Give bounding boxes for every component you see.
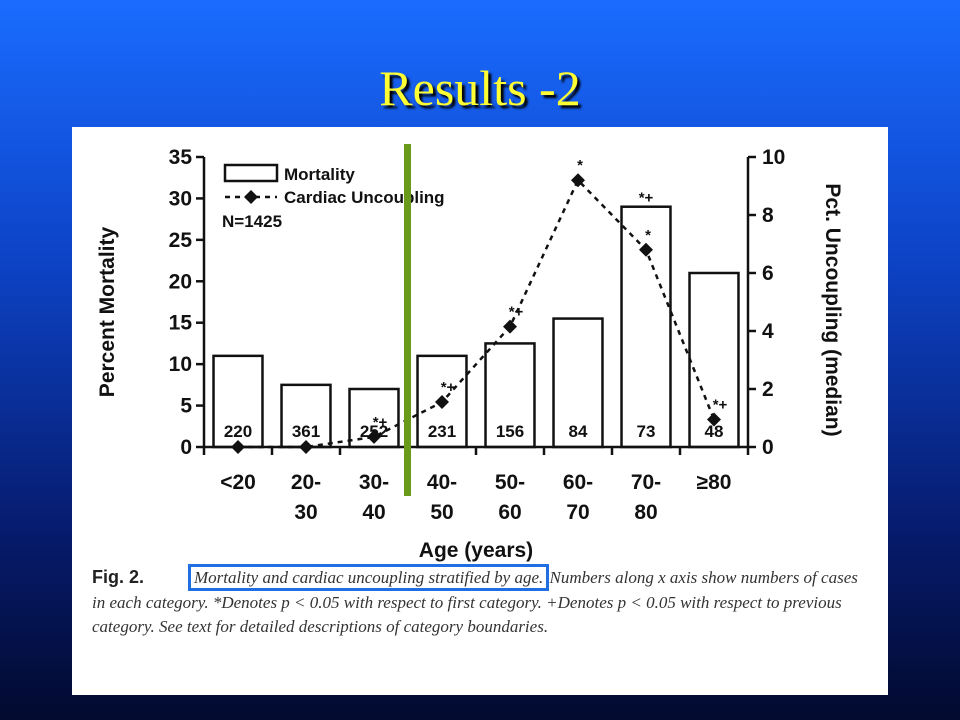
case-count-label: 361 bbox=[292, 422, 320, 441]
x-tick-label-line: 60- bbox=[563, 471, 593, 494]
y-left-tick-label: 35 bbox=[169, 146, 193, 169]
mortality-bar bbox=[552, 317, 604, 449]
uncoupling-point bbox=[639, 242, 653, 257]
x-tick-label-line: 20- bbox=[291, 471, 321, 494]
slide-title: Results -2 bbox=[379, 60, 581, 116]
legend-line-label: Cardiac Uncoupling bbox=[284, 188, 445, 207]
uncoupling-point bbox=[367, 429, 381, 444]
case-count-label: 231 bbox=[428, 422, 456, 441]
uncoupling-point bbox=[231, 440, 245, 454]
x-tick-label: 30-40 bbox=[359, 471, 389, 524]
y-left-tick-label: 30 bbox=[169, 187, 192, 210]
bar-significance-label: *+ bbox=[639, 190, 654, 207]
y-axis-right-title: Pct. Uncoupling (median) bbox=[821, 183, 844, 436]
x-tick-label-line: 70 bbox=[566, 501, 589, 524]
case-count-label: 156 bbox=[496, 422, 524, 441]
y-right-tick-label: 8 bbox=[762, 204, 774, 227]
x-tick-label-line: 60 bbox=[498, 501, 521, 524]
x-tick-label-line: 50 bbox=[430, 501, 453, 524]
uncoupling-point bbox=[571, 173, 585, 188]
uncoupling-significance-label: *+ bbox=[509, 304, 524, 321]
y-left-tick-label: 5 bbox=[180, 395, 192, 418]
y-left-tick-label: 0 bbox=[180, 436, 192, 459]
x-tick-label: ≥80 bbox=[697, 471, 732, 494]
x-tick-label-line: 30 bbox=[294, 501, 317, 524]
x-tick-label-line: 40 bbox=[362, 501, 385, 524]
uncoupling-line-group bbox=[231, 173, 721, 454]
case-count-label: 220 bbox=[224, 422, 252, 441]
bars-group bbox=[212, 205, 740, 449]
legend-bar-swatch bbox=[223, 163, 279, 183]
uncoupling-point bbox=[435, 395, 449, 410]
case-count-label: 84 bbox=[569, 422, 588, 441]
x-tick-label-line: 70- bbox=[631, 471, 661, 494]
vertical-marker-line bbox=[404, 144, 411, 496]
figure-caption: Fig. 2. Mortality and cardiac uncoupling … bbox=[92, 564, 872, 640]
x-tick-label: <20 bbox=[220, 471, 256, 494]
x-tick-label: 70-80 bbox=[631, 471, 661, 524]
uncoupling-point bbox=[299, 440, 313, 454]
y-left-tick-label: 25 bbox=[169, 229, 193, 252]
x-tick-label-line: 30- bbox=[359, 471, 389, 494]
y-right-tick-label: 6 bbox=[762, 262, 774, 285]
y-axis-left-title: Percent Mortality bbox=[96, 226, 119, 397]
x-tick-label: 40-50 bbox=[427, 471, 457, 524]
uncoupling-significance-label: *+ bbox=[373, 414, 388, 431]
x-tick-label: 50-60 bbox=[495, 471, 525, 524]
y-right-tick-label: 4 bbox=[762, 320, 774, 343]
uncoupling-significance-label: * bbox=[645, 227, 651, 244]
x-tick-label-line: ≥80 bbox=[697, 471, 732, 494]
y-right-tick-label: 10 bbox=[762, 146, 785, 169]
y-left-tick-label: 10 bbox=[169, 353, 192, 376]
uncoupling-point bbox=[503, 319, 517, 334]
caption-text: Numbers along x axis show numbers of cas… bbox=[92, 568, 858, 636]
uncoupling-significance-label: *+ bbox=[713, 396, 728, 413]
figure-panel: 0 5 10 15 20 25 30 35 0 2 4 6 8 10 <20 20-30 30-40 40-50 5… bbox=[72, 127, 888, 695]
uncoupling-line bbox=[238, 178, 716, 449]
uncoupling-point bbox=[707, 412, 721, 427]
x-tick-label-line: 50- bbox=[495, 471, 525, 494]
caption-label: Fig. 2. bbox=[92, 567, 145, 587]
x-axis-title: Age (years) bbox=[419, 539, 533, 562]
x-tick-label-line: <20 bbox=[220, 471, 256, 494]
x-tick-label: 60-70 bbox=[563, 471, 593, 524]
case-count-label: 252 bbox=[360, 422, 388, 441]
labels-group: 220 361 252 231 156 84 73 48 *+ *+ *+ *+ * * *+ bbox=[224, 157, 728, 441]
caption-highlighted-text: Mortality and cardiac uncoupling stratif… bbox=[187, 564, 550, 591]
x-tick-label: 20-30 bbox=[291, 471, 321, 524]
y-right-tick-label: 2 bbox=[762, 378, 774, 401]
y-right-tick-label: 0 bbox=[762, 436, 774, 459]
legend-bar-label: Mortality bbox=[284, 165, 355, 184]
x-tick-label-line: 80 bbox=[634, 501, 657, 524]
y-left-tick-label: 20 bbox=[169, 270, 192, 293]
uncoupling-significance-label: * bbox=[577, 157, 583, 174]
case-count-label: 73 bbox=[637, 422, 656, 441]
legend-sample-size: N=1425 bbox=[222, 212, 282, 231]
x-tick-label-line: 40- bbox=[427, 471, 457, 494]
case-count-label: 48 bbox=[705, 422, 724, 441]
uncoupling-significance-label: *+ bbox=[441, 379, 456, 396]
y-left-tick-label: 15 bbox=[169, 312, 193, 335]
legend-diamond-icon bbox=[244, 190, 258, 204]
